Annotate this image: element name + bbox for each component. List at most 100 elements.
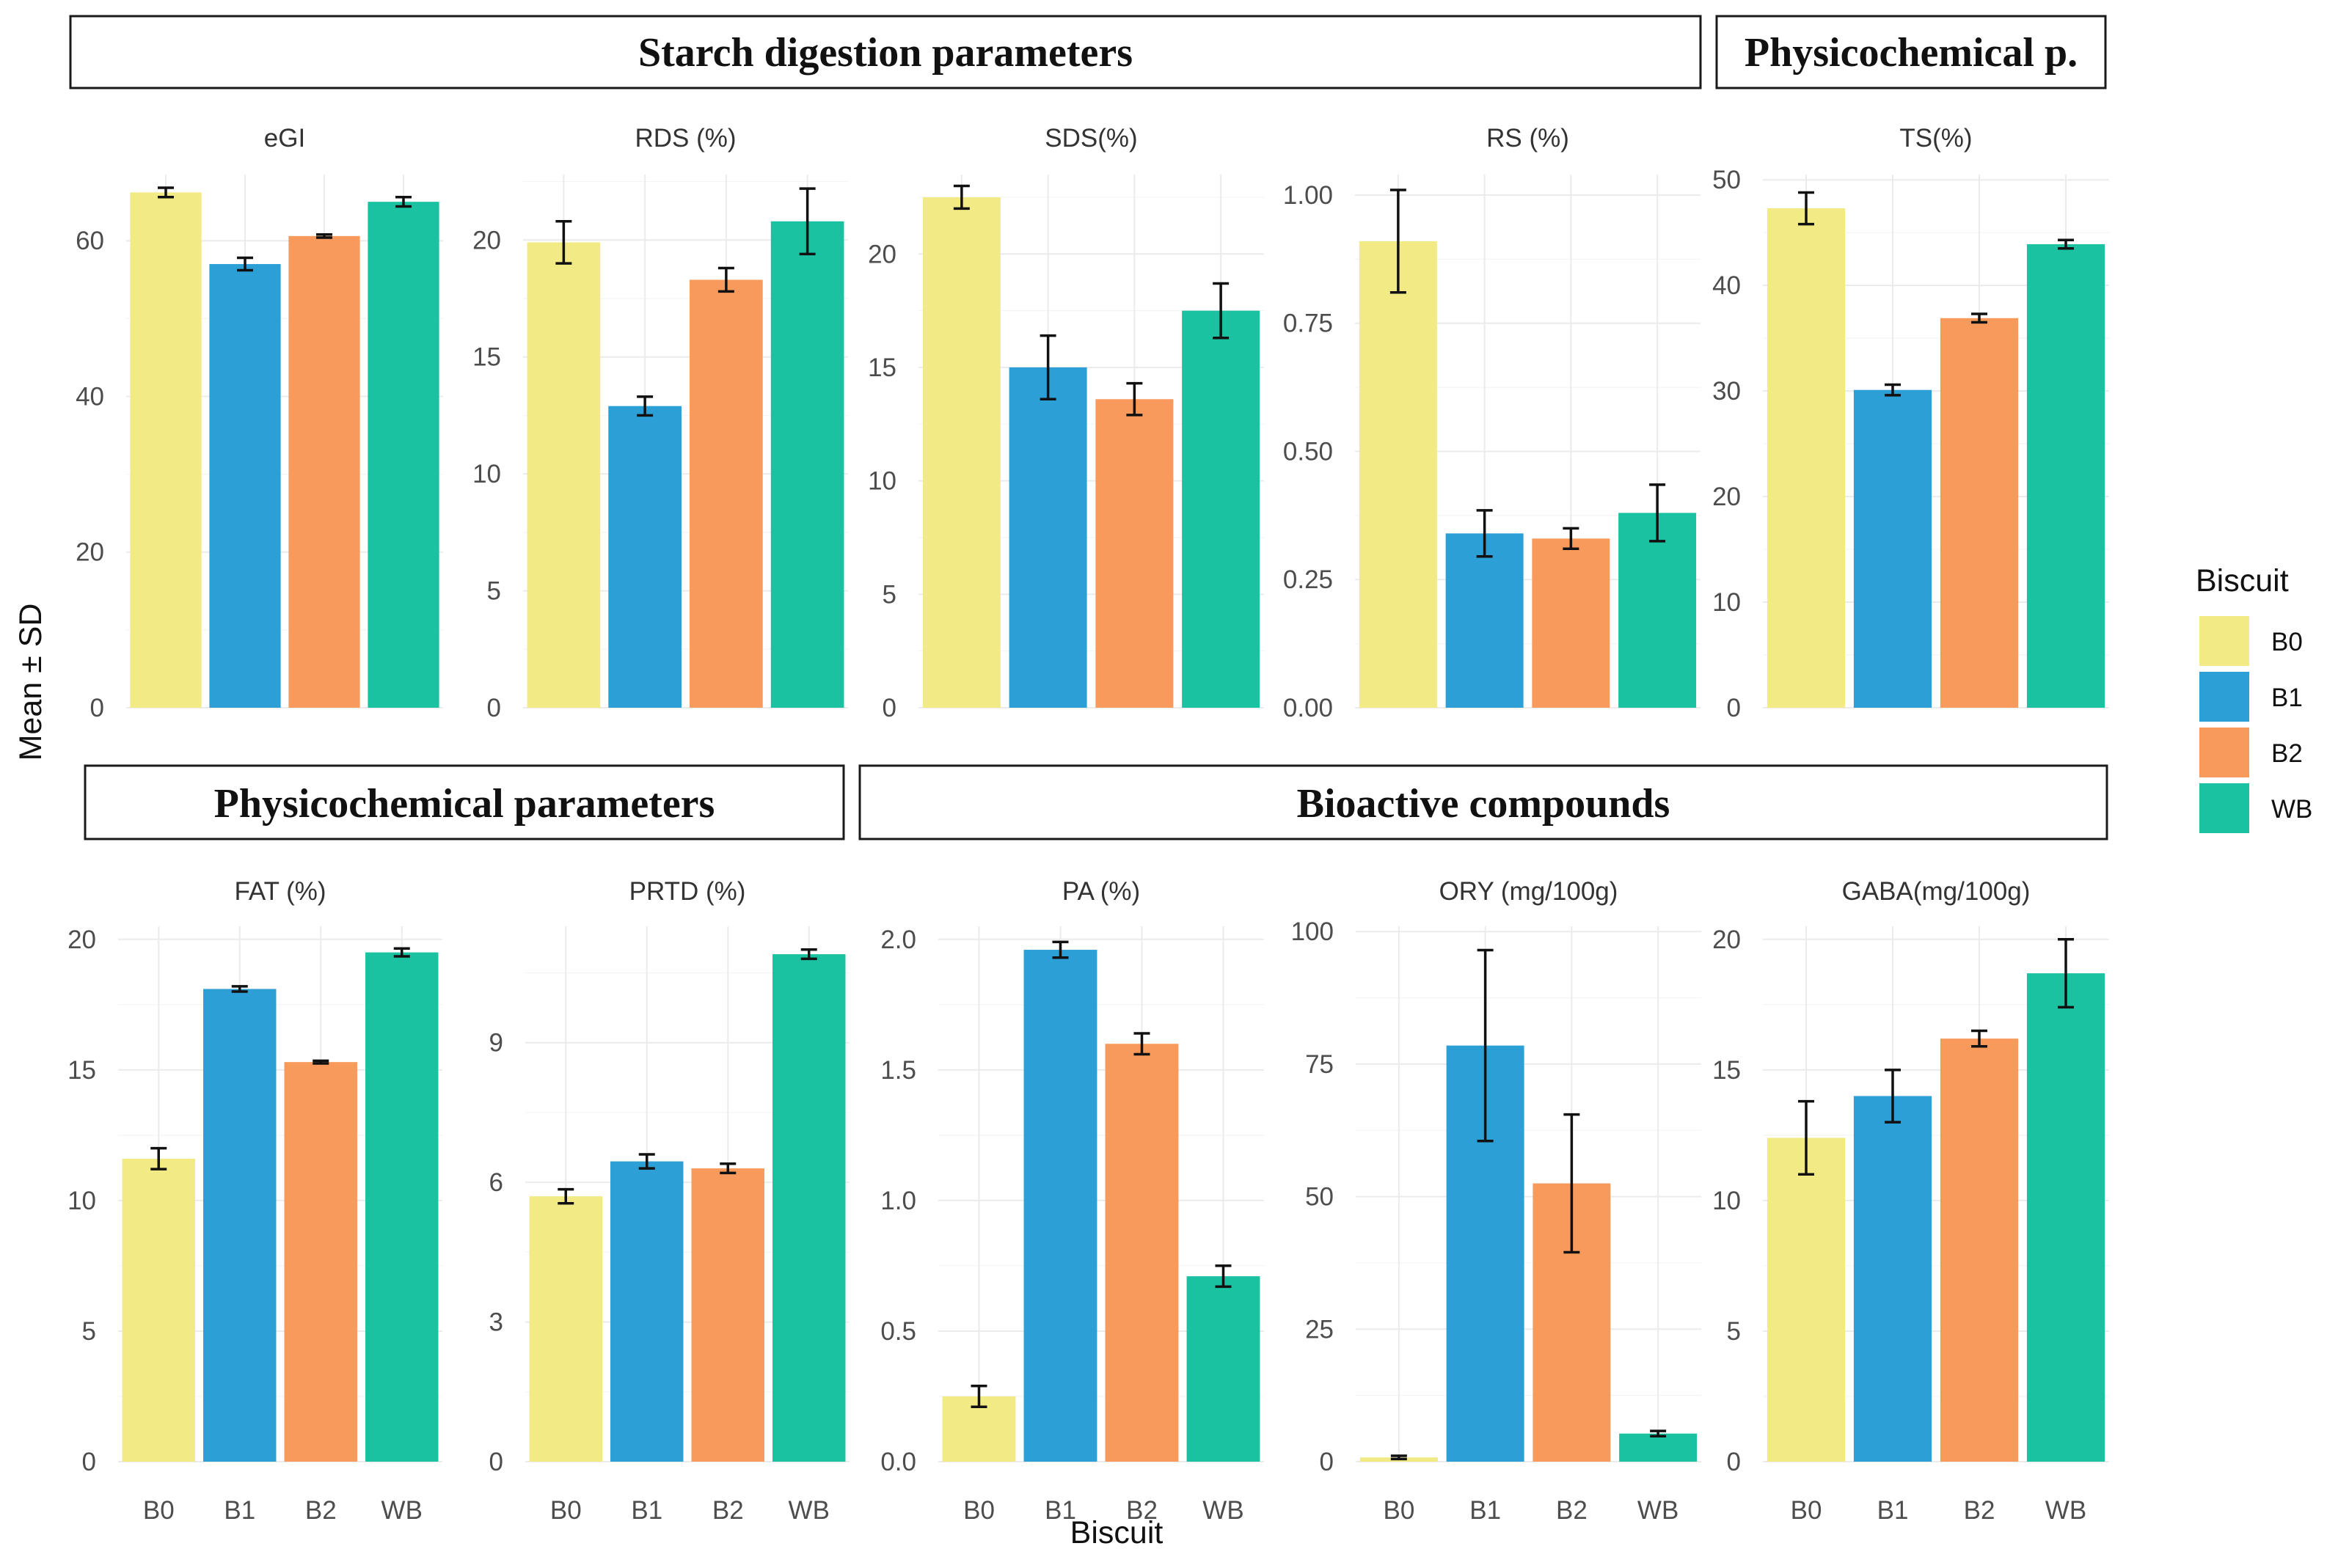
header-physico-bottom-text: Physicochemical parameters [214,781,715,827]
x-tick-label: WB [2045,1496,2086,1525]
error-bar [638,1153,655,1170]
error-bar [1476,509,1493,558]
panel-3: 0 5 10 15 20 SDS(%) [868,124,1264,722]
y-tick-label: 1.0 [880,1187,916,1215]
legend-label: WB [2271,795,2312,824]
bar-b1 [203,989,277,1462]
x-tick-label: B2 [1556,1496,1588,1525]
y-tick-label: 3 [489,1308,503,1337]
bar-b0 [122,1158,195,1462]
header-physico-top: Physicochemical p. [1715,15,2107,89]
error-bar [555,220,572,265]
x-tick-label: B2 [305,1496,337,1525]
y-tick-label: 10 [472,460,501,488]
error-bar [1390,1454,1407,1461]
error-bar [717,266,734,293]
x-tick-label: B2 [1126,1496,1158,1525]
bar-b2 [691,1168,764,1462]
y-tick-label: 0 [489,1448,503,1476]
bar-b1 [1445,533,1524,708]
y-tick-label: 20 [67,926,96,954]
error-bar [1215,1264,1232,1289]
bar-wb [2026,244,2105,708]
x-tick-label: B0 [963,1496,995,1525]
y-tick-label: 0.50 [1283,437,1333,466]
panel-title: PA (%) [1062,877,1140,906]
error-bar [1971,312,1987,324]
error-bar [799,187,816,256]
x-tick-label: B0 [1383,1496,1414,1525]
bar-wb [772,954,846,1462]
panel-title: SDS(%) [1045,124,1137,153]
y-tick-label: 20 [472,226,501,254]
y-tick-label: 15 [472,343,501,372]
x-tick-label: B0 [550,1496,582,1525]
y-tick-label: 0 [487,694,501,722]
y-tick-label: 0 [82,1448,96,1476]
error-bar [2058,938,2074,1009]
x-tick-label: B2 [1964,1496,1995,1525]
bar-b1 [1853,389,1932,708]
y-tick-label: 20 [76,538,104,567]
y-tick-label: 2.0 [880,926,916,954]
panel-title: FAT (%) [234,877,326,906]
header-bioactive-text: Bioactive compounds [1297,781,1670,827]
bar-b1 [610,1161,684,1462]
error-bar [1126,381,1143,417]
y-tick-label: 1.5 [880,1056,916,1085]
y-tick-label: 20 [1712,483,1741,511]
y-axis-title: Mean ± SD [13,604,48,761]
y-tick-label: 0.00 [1283,694,1333,722]
bar-b2 [1940,1038,2019,1462]
error-bar [1885,383,1901,397]
y-tick-label: 0 [90,694,104,722]
y-tick-label: 0 [1320,1448,1334,1476]
y-tick-label: 5 [883,580,896,609]
y-tick-label: 0 [883,694,896,722]
error-bar [720,1162,737,1175]
x-tick-label: B1 [631,1496,662,1525]
bar-wb [1186,1276,1260,1462]
y-tick-label: 0.0 [880,1448,916,1476]
panel-title: ORY (mg/100g) [1439,877,1618,906]
y-tick-label: 100 [1291,917,1334,946]
y-tick-label: 15 [868,353,896,382]
bar-b0 [922,197,1001,708]
legend-swatch [2199,783,2249,833]
y-tick-label: 0 [1727,1448,1741,1476]
panel-title: GABA(mg/100g) [1842,877,2031,906]
error-bar [158,186,174,199]
bar-b2 [1532,538,1610,708]
y-tick-label: 20 [868,240,896,268]
y-tick-label: 5 [487,577,501,606]
error-bar [1798,1099,1814,1176]
panel-title: TS(%) [1899,124,1972,153]
bar-b2 [1940,318,2019,708]
y-tick-label: 15 [67,1056,96,1085]
header-starch-text: Starch digestion parameters [638,30,1133,76]
y-tick-label: 10 [67,1187,96,1215]
error-bar [1133,1032,1150,1056]
bar-b0 [529,1196,602,1462]
panel-6: 0 5 10 15 20 B0 B1 B2 WB FAT (%) [67,877,442,1525]
error-bar [971,1384,987,1408]
error-bar [393,947,410,958]
panel-title: eGI [264,124,305,153]
error-bar [1798,191,1814,226]
legend-item-b1: B1 [2199,672,2303,722]
panel-10: 0 5 10 15 20 B0 B1 B2 WB GABA(mg/100g) [1712,877,2109,1525]
header-bioactive: Bioactive compounds [858,764,2108,840]
bar-b1 [1023,950,1097,1462]
y-tick-label: 0.75 [1283,309,1333,338]
panel-5: 0 10 20 30 40 50 TS(%) [1712,124,2109,722]
bar-b0 [130,192,202,708]
bar-b0 [1359,241,1437,708]
bar-b0 [1767,208,1846,708]
y-tick-label: 0.5 [880,1317,916,1346]
header-starch: Starch digestion parameters [69,15,1702,89]
legend-title: Biscuit [2196,563,2289,598]
panel-title: PRTD (%) [629,877,746,906]
x-tick-label: B0 [143,1496,175,1525]
error-bar [953,184,970,210]
error-bar [1885,1069,1901,1124]
